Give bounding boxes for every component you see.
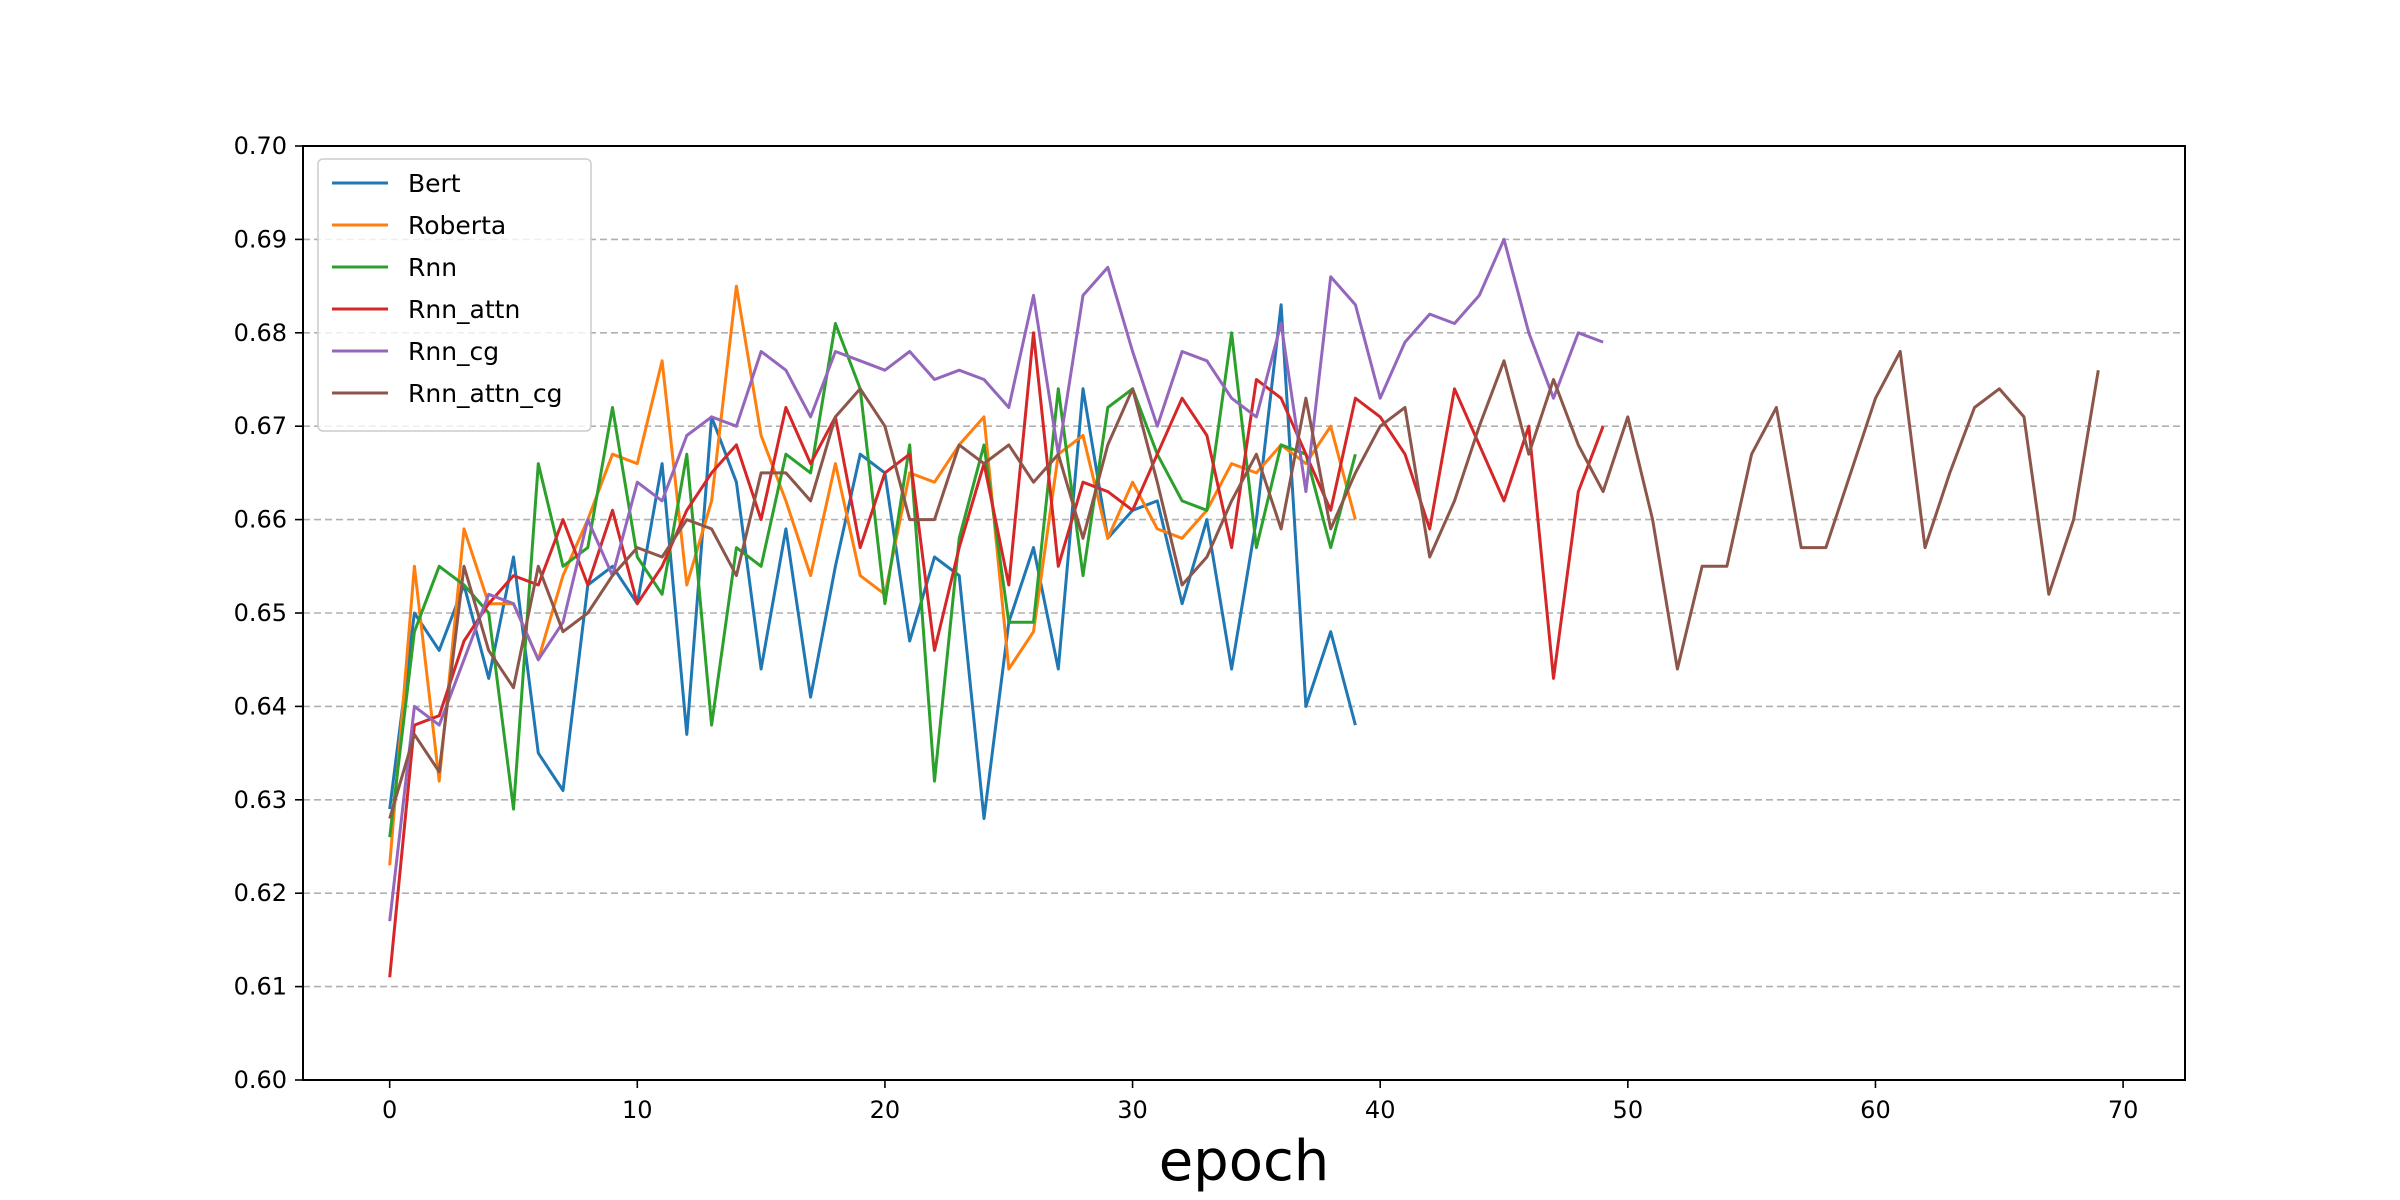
x-tick-label: 0 xyxy=(382,1096,397,1124)
y-tick-label: 0.68 xyxy=(234,319,287,347)
y-tick-label: 0.61 xyxy=(234,973,287,1001)
y-tick-label: 0.70 xyxy=(234,132,287,160)
series-line-roberta xyxy=(388,284,1357,866)
legend-box xyxy=(317,158,592,432)
x-axis-title: epoch xyxy=(1159,1129,1330,1194)
series-line-rnn xyxy=(388,322,1357,838)
x-tick-label: 40 xyxy=(1365,1096,1396,1124)
legend-label: Rnn_attn xyxy=(408,295,520,324)
y-tick-label: 0.66 xyxy=(234,506,287,534)
y-tick-label: 0.62 xyxy=(234,879,287,907)
x-axis-ticks: 0 10 20 30 40 50 60 70 xyxy=(382,1080,2138,1124)
legend-label: Roberta xyxy=(408,211,506,240)
x-tick-label: 20 xyxy=(870,1096,901,1124)
gridlines xyxy=(303,238,2185,988)
y-axis-ticks: 0.60 0.61 0.62 0.63 0.64 0.65 0.66 0.67 0.68 0.69… xyxy=(234,132,303,1094)
y-tick-label: 0.64 xyxy=(234,692,287,720)
x-tick-label: 10 xyxy=(622,1096,653,1124)
legend-label: Rnn xyxy=(408,253,457,282)
series-line-rnn-attn xyxy=(388,331,1605,978)
legend-label: Rnn_cg xyxy=(408,337,499,366)
legend: Bert Roberta Rnn Rnn_attn Rnn_cg Rnn_attn_cg xyxy=(317,158,592,432)
series-line-rnn-attn-cg xyxy=(388,350,2100,819)
y-tick-label: 0.67 xyxy=(234,412,287,440)
x-tick-label: 30 xyxy=(1117,1096,1148,1124)
series-lines xyxy=(388,237,2100,978)
y-tick-label: 0.65 xyxy=(234,599,287,627)
series-line-bert xyxy=(388,303,1357,820)
series-line-rnn-cg xyxy=(388,237,1604,922)
legend-label: Rnn_attn_cg xyxy=(408,379,562,408)
y-tick-label: 0.69 xyxy=(234,225,287,253)
y-tick-label: 0.63 xyxy=(234,786,287,814)
x-tick-label: 70 xyxy=(2108,1096,2139,1124)
x-tick-label: 60 xyxy=(1860,1096,1891,1124)
legend-label: Bert xyxy=(408,169,461,198)
x-tick-label: 50 xyxy=(1613,1096,1644,1124)
y-tick-label: 0.60 xyxy=(234,1066,287,1094)
